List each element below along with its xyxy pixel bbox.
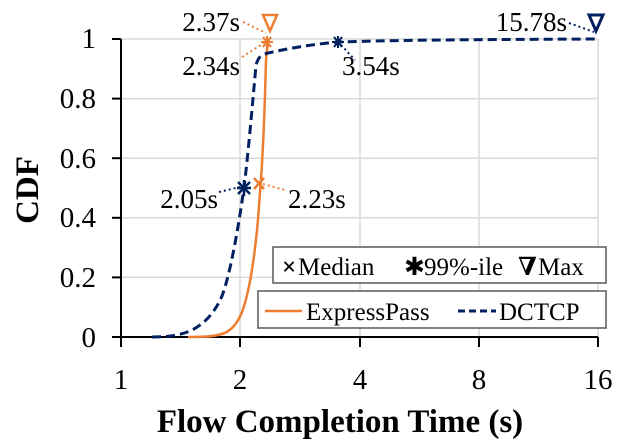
p99-legend-symbol: ✱	[404, 254, 425, 281]
dctcp-line	[151, 37, 597, 339]
x-tick-label: 8	[472, 364, 487, 396]
annotation-dctcp-p99: 3.54s	[342, 51, 400, 81]
dctcp-p99-marker	[332, 36, 344, 48]
x-tick-labels: 1 2 4 8 16	[114, 364, 613, 396]
annotation-expresspass-max: 2.37s	[182, 7, 240, 37]
y-tick-label: 0.6	[60, 143, 96, 175]
line-legend: ExpressPass DCTCP	[257, 290, 607, 329]
median-legend-label: Median	[298, 254, 375, 281]
annotation-expresspass-p99: 2.34s	[182, 51, 240, 81]
expresspass-max-marker	[261, 13, 279, 35]
y-tick-labels: 1 0.8 0.6 0.4 0.2 0	[60, 23, 97, 354]
dctcp-median-marker	[237, 180, 251, 196]
max-legend-symbol: ∇	[518, 254, 537, 281]
expresspass-p99-marker	[261, 36, 273, 48]
y-tick-label: 0.8	[60, 83, 96, 115]
annotation-dctcp-max: 15.78s	[496, 7, 567, 37]
y-tick-label: 1	[82, 23, 97, 55]
dctcp-max-marker	[586, 13, 606, 35]
y-tick-label: 0.4	[60, 202, 97, 234]
expresspass-legend-label: ExpressPass	[306, 299, 430, 326]
y-tick-label: 0.2	[60, 262, 96, 294]
median-legend-symbol: ×	[282, 254, 296, 281]
dctcp-legend-label: DCTCP	[499, 299, 580, 326]
annotation-leaders	[218, 21, 595, 193]
p99-legend-label: 99%-ile	[424, 254, 503, 281]
x-tick-label: 4	[353, 364, 368, 396]
x-tick-label: 2	[233, 364, 248, 396]
y-axis-title: CDF	[10, 156, 46, 224]
expresspass-line	[187, 38, 271, 339]
annotation-labels: 2.37s 2.34s 2.23s 2.05s 3.54s 15.78s	[160, 7, 567, 214]
annotation-expresspass-median: 2.23s	[288, 184, 346, 214]
x-tick-label: 16	[584, 364, 613, 396]
marker-legend: × Median ✱ 99%-ile ∇ Max	[272, 246, 607, 284]
markers	[237, 13, 606, 196]
annotation-dctcp-median: 2.05s	[160, 184, 218, 214]
max-legend-label: Max	[538, 254, 584, 281]
x-axis-title: Flow Completion Time (s)	[157, 404, 523, 440]
expresspass-median-marker	[253, 177, 265, 190]
x-tick-label: 1	[114, 364, 129, 396]
y-tick-label: 0	[82, 322, 97, 354]
